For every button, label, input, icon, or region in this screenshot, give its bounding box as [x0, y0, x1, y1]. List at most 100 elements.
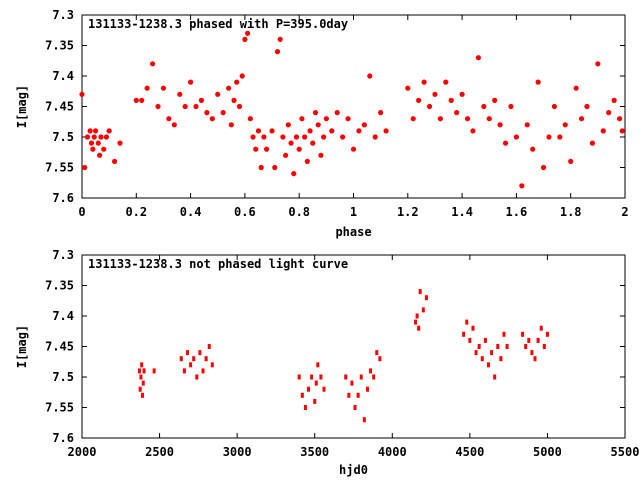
- data-point: [297, 374, 301, 380]
- data-point: [207, 344, 211, 349]
- y-tick-label: 7.6: [52, 431, 74, 445]
- x-tick-label: 0.2: [125, 205, 147, 219]
- x-tick-label: 1.4: [451, 205, 473, 219]
- data-point: [313, 398, 317, 404]
- data-point: [242, 36, 248, 43]
- data-point: [312, 110, 319, 116]
- data-point: [192, 356, 196, 362]
- data-point: [524, 122, 530, 128]
- data-point: [562, 122, 568, 128]
- data-point: [182, 368, 186, 374]
- data-point: [611, 97, 617, 103]
- data-point: [606, 110, 612, 116]
- data-point: [220, 110, 226, 116]
- data-point: [471, 325, 475, 331]
- chart-title: 131133-1238.3 not phased light curve: [88, 257, 348, 271]
- chart-title: 131133-1238.3 phased with P=395.0day: [88, 17, 348, 31]
- data-point: [215, 91, 221, 97]
- x-tick-label: 1.6: [506, 205, 528, 219]
- data-point: [619, 128, 625, 134]
- data-point: [497, 122, 503, 128]
- data-point: [462, 331, 466, 337]
- x-tick-label: 3000: [223, 445, 252, 459]
- data-point: [117, 140, 123, 146]
- data-point: [480, 356, 484, 362]
- data-point: [138, 386, 142, 392]
- data-point: [356, 392, 360, 398]
- data-point: [557, 134, 563, 140]
- data-point: [253, 146, 259, 152]
- data-point: [291, 171, 297, 177]
- data-point: [280, 134, 286, 140]
- data-point: [315, 122, 321, 128]
- data-point: [530, 146, 536, 152]
- x-tick-label: 1.2: [397, 205, 419, 219]
- x-tick-label: 2: [621, 205, 628, 219]
- data-point: [474, 350, 478, 356]
- data-point: [245, 30, 251, 36]
- x-tick-label: 5500: [611, 445, 640, 459]
- data-point: [344, 374, 348, 380]
- x-tick-label: 1: [350, 205, 357, 219]
- data-point: [340, 134, 346, 140]
- data-point: [210, 362, 214, 368]
- data-point: [274, 49, 281, 55]
- data-point: [372, 134, 378, 140]
- data-point: [426, 103, 433, 110]
- data-point: [417, 325, 421, 331]
- data-point: [302, 134, 308, 140]
- data-point: [236, 103, 243, 110]
- data-point: [288, 140, 294, 146]
- x-tick-label: 4500: [455, 445, 484, 459]
- y-tick-label: 7.5: [52, 130, 74, 144]
- data-point: [595, 61, 601, 67]
- data-point: [201, 368, 205, 374]
- data-point: [142, 368, 146, 374]
- data-point: [502, 331, 506, 337]
- data-point: [137, 368, 141, 374]
- data-point: [465, 319, 469, 325]
- data-point: [334, 110, 340, 116]
- data-point: [359, 374, 363, 380]
- data-point: [193, 103, 199, 110]
- y-tick-label: 7.45: [45, 100, 74, 114]
- data-point: [477, 344, 481, 349]
- data-point: [437, 116, 443, 122]
- data-point: [369, 368, 373, 374]
- data-point: [98, 134, 104, 140]
- data-point: [464, 116, 471, 122]
- data-point: [378, 356, 382, 362]
- data-point: [502, 140, 509, 146]
- data-point: [166, 116, 172, 122]
- data-point: [545, 331, 549, 337]
- y-tick-label: 7.35: [45, 39, 74, 53]
- data-point: [310, 140, 316, 146]
- data-point: [97, 152, 103, 158]
- data-point: [318, 152, 324, 158]
- data-point: [542, 344, 546, 349]
- y-tick-label: 7.6: [52, 191, 74, 205]
- y-axis-label: I[mag]: [15, 325, 29, 368]
- data-point: [106, 128, 112, 134]
- data-point: [508, 103, 514, 110]
- data-point: [454, 110, 460, 116]
- data-point: [299, 116, 305, 122]
- x-tick-label: 4000: [378, 445, 407, 459]
- x-tick-label: 5000: [533, 445, 562, 459]
- data-point: [272, 164, 278, 171]
- data-point: [139, 374, 143, 380]
- data-point: [103, 134, 110, 140]
- data-point: [198, 350, 202, 356]
- data-point: [551, 103, 558, 110]
- y-axis-label: I[mag]: [15, 85, 29, 128]
- data-point: [149, 61, 156, 67]
- data-point: [468, 337, 472, 343]
- data-point: [616, 116, 623, 122]
- data-point: [350, 380, 354, 386]
- data-point: [188, 79, 194, 85]
- data-point: [84, 134, 91, 140]
- data-point: [177, 91, 183, 97]
- data-point: [79, 91, 85, 97]
- x-tick-label: 0: [78, 205, 85, 219]
